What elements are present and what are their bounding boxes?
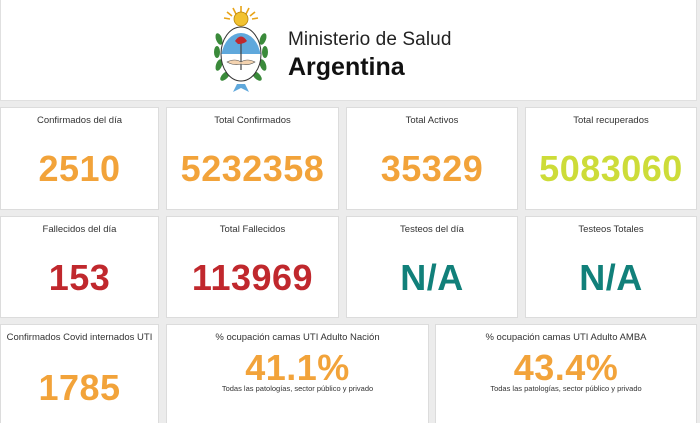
argentina-coat-of-arms-icon — [214, 6, 268, 92]
card-internados-uti: Confirmados Covid internados UTI 1785 — [0, 324, 159, 423]
card-value: 2510 — [38, 148, 121, 189]
country-name: Argentina — [288, 53, 405, 81]
card-testeos-totales: Testeos Totales N/A — [525, 216, 697, 318]
card-value: 35329 — [380, 148, 484, 189]
card-total-confirmados: Total Confirmados 5232358 — [166, 107, 339, 210]
card-value: 5083060 — [539, 148, 683, 189]
card-total-fallecidos: Total Fallecidos 113969 — [166, 216, 339, 318]
card-testeos-dia: Testeos del día N/A — [346, 216, 518, 318]
card-label: % ocupación camas UTI Adulto Nación — [215, 332, 380, 343]
card-value: 153 — [48, 257, 111, 298]
ministry-name: Ministerio de Salud — [288, 29, 452, 50]
card-value: 1785 — [38, 367, 121, 408]
card-total-recuperados: Total recuperados 5083060 — [525, 107, 697, 210]
card-label: Confirmados del día — [36, 115, 123, 126]
card-value: 113969 — [191, 257, 314, 298]
card-label: Total Fallecidos — [219, 224, 286, 235]
card-value: 43.4% — [513, 347, 619, 388]
card-label: Total recuperados — [573, 115, 649, 126]
card-ocupacion-nacion: % ocupación camas UTI Adulto Nación 41.1… — [166, 324, 429, 423]
card-label: % ocupación camas UTI Adulto AMBA — [485, 332, 647, 343]
card-ocupacion-amba: % ocupación camas UTI Adulto AMBA 43.4% … — [435, 324, 697, 423]
card-label: Total Activos — [405, 115, 459, 126]
card-label: Testeos del día — [400, 224, 464, 235]
card-label: Testeos Totales — [578, 224, 644, 235]
card-subtitle: Todas las patologías, sector público y p… — [221, 384, 374, 393]
card-total-activos: Total Activos 35329 — [346, 107, 518, 210]
card-subtitle: Todas las patologías, sector público y p… — [490, 384, 642, 393]
card-value: N/A — [579, 257, 643, 298]
card-confirmados-dia: Confirmados del día 2510 — [0, 107, 159, 210]
card-label: Fallecidos del día — [42, 224, 117, 235]
card-value: N/A — [400, 257, 464, 298]
card-label: Confirmados Covid internados UTI — [6, 332, 153, 343]
card-value: 41.1% — [245, 347, 350, 388]
header-banner: Ministerio de Salud Argentina — [0, 0, 697, 101]
card-fallecidos-dia: Fallecidos del día 153 — [0, 216, 159, 318]
card-value: 5232358 — [180, 148, 325, 189]
card-label: Total Confirmados — [214, 115, 291, 126]
